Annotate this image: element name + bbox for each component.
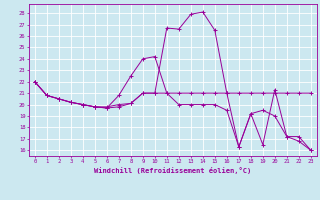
X-axis label: Windchill (Refroidissement éolien,°C): Windchill (Refroidissement éolien,°C) bbox=[94, 167, 252, 174]
